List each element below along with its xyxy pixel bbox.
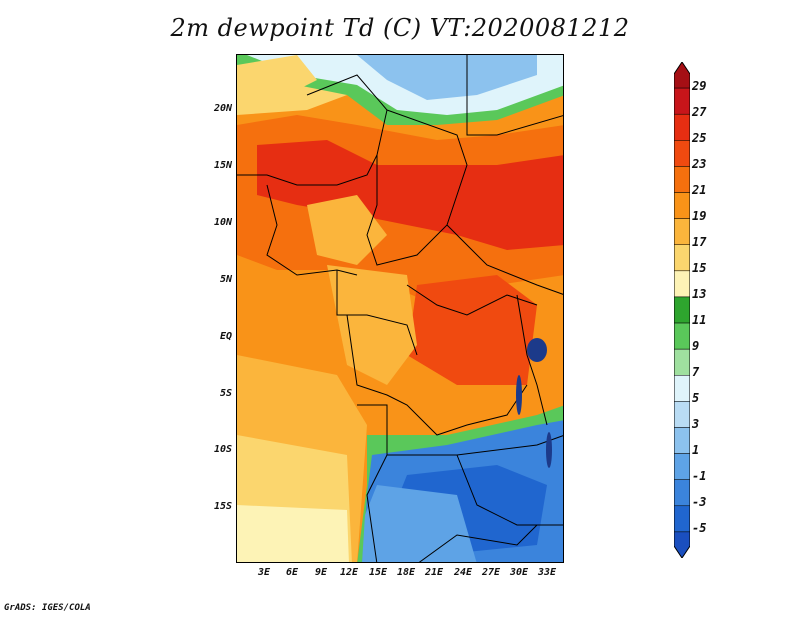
lon-label-24e: 24E [453, 567, 473, 578]
map-title: 2m dewpoint Td (C) VT:2020081212 [170, 14, 630, 42]
credit-text: GrADS: IGES/COLA [4, 603, 91, 613]
colorbar-label: 13 [692, 287, 707, 301]
colorbar-segment [674, 62, 690, 89]
field-west-patch [307, 195, 387, 265]
lake-malawi [546, 432, 552, 468]
lakes [516, 338, 552, 468]
colorbar-segment [674, 375, 690, 402]
lon-label-6e: 6E [285, 567, 299, 578]
colorbar-segment [674, 244, 690, 272]
lon-label-18e: 18E [396, 567, 416, 578]
colorbar-label: 23 [692, 157, 707, 171]
colorbar-segment [674, 270, 690, 298]
colorbar-segment [674, 531, 690, 558]
lon-label-27e: 27E [481, 567, 501, 578]
colorbar-label: 1 [692, 443, 700, 457]
colorbar-label: 5 [692, 391, 700, 405]
lon-label-12e: 12E [339, 567, 359, 578]
colorbar-segment [674, 166, 690, 193]
colorbar-label: -3 [692, 495, 707, 509]
lon-label-21e: 21E [424, 567, 444, 578]
field-congo-red [407, 275, 537, 385]
colorbar-segment [674, 87, 690, 115]
lat-label-10s: 10S [213, 444, 232, 455]
colorbar-label: 21 [692, 183, 707, 197]
dewpoint-field [237, 55, 563, 562]
colorbar-label: 19 [692, 209, 707, 223]
colorbar-segment [674, 113, 690, 141]
lake-victoria [527, 338, 547, 362]
colorbar-segment [674, 192, 690, 219]
field-central-light [327, 265, 417, 385]
colorbar-segment [674, 348, 690, 376]
colorbar-label: 27 [692, 105, 707, 119]
lat-label-5s: 5S [219, 388, 232, 399]
colorbar-segment [674, 401, 690, 428]
colorbar-label: 17 [692, 235, 707, 249]
colorbar-label: -1 [692, 469, 707, 483]
lon-label-15e: 15E [368, 567, 388, 578]
lat-label-15s: 15S [213, 501, 232, 512]
field-nw-pale [237, 55, 317, 100]
colorbar-label: 7 [692, 365, 700, 379]
field-south-mid [362, 485, 477, 562]
colorbar-label: 25 [692, 131, 707, 145]
colorbar-segment [674, 322, 690, 350]
field-sw-cream [237, 505, 349, 562]
lon-label-9e: 9E [314, 567, 328, 578]
field-band-red [257, 140, 563, 250]
colorbar-label: 15 [692, 261, 707, 275]
colorbar-segment [674, 505, 690, 533]
dewpoint-map [236, 54, 564, 563]
lon-label-3e: 3E [257, 567, 271, 578]
colorbar-label: 9 [692, 339, 700, 353]
colorbar-label: 29 [692, 79, 707, 93]
colorbar-segment [674, 140, 690, 167]
colorbar-segment [674, 218, 690, 245]
lat-label-20n: 20N [213, 103, 232, 114]
colorbar [674, 62, 690, 558]
colorbar-label: 11 [692, 313, 707, 327]
lat-label-eq: EQ [219, 331, 232, 342]
lat-label-10n: 10N [213, 217, 232, 228]
country-borders [237, 55, 563, 562]
colorbar-segment [674, 427, 690, 454]
colorbar-label: -5 [692, 521, 707, 535]
colorbar-segment [674, 296, 690, 324]
colorbar-segments [674, 62, 690, 558]
lon-label-30e: 30E [509, 567, 529, 578]
colorbar-segment [674, 479, 690, 507]
lat-label-15n: 15N [213, 160, 232, 171]
lon-label-33e: 33E [537, 567, 557, 578]
colorbar-label: 3 [692, 417, 700, 431]
lat-label-5n: 5N [219, 274, 232, 285]
lake-tanganyika [516, 375, 522, 415]
colorbar-segment [674, 453, 690, 480]
field-sahara-blue [357, 55, 537, 100]
